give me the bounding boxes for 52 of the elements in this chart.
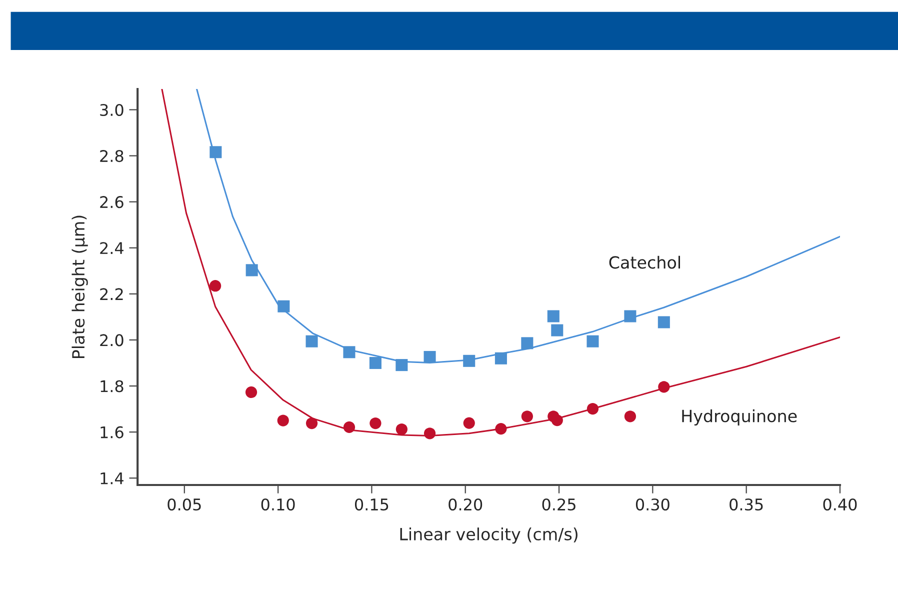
point bbox=[424, 350, 436, 363]
point bbox=[624, 410, 636, 422]
point bbox=[370, 417, 382, 430]
point bbox=[624, 310, 636, 322]
point bbox=[245, 386, 258, 398]
x-axis-title: Linear velocity (cm/s) bbox=[400, 528, 578, 544]
text: Catechol bbox=[609, 256, 680, 269]
x-tick-label: 0.15 bbox=[354, 498, 388, 511]
point bbox=[658, 316, 670, 328]
point bbox=[658, 381, 670, 393]
point bbox=[369, 356, 382, 369]
y-tick-label: 1.8 bbox=[100, 380, 124, 392]
y-axis-title: Plate height (µm) bbox=[72, 216, 88, 358]
y-tick-label: 2.2 bbox=[100, 288, 123, 300]
x-tick-label: 0.40 bbox=[823, 498, 857, 511]
point bbox=[210, 146, 222, 158]
point bbox=[424, 428, 436, 440]
x-tick-label: 0.20 bbox=[448, 498, 482, 511]
point bbox=[396, 359, 408, 372]
x-tick-label: 0.05 bbox=[168, 498, 201, 511]
point bbox=[495, 423, 507, 435]
x-tick-label: 0.25 bbox=[542, 498, 576, 511]
y-tick-label: 1.4 bbox=[100, 472, 124, 484]
point bbox=[463, 417, 475, 429]
point bbox=[277, 414, 289, 426]
point bbox=[521, 410, 533, 422]
point bbox=[209, 280, 222, 292]
point bbox=[494, 352, 507, 364]
y-tick-label: 3.0 bbox=[100, 104, 124, 116]
y-tick-label: 2.4 bbox=[100, 242, 124, 254]
point bbox=[586, 402, 599, 415]
y-tick-label: 2.0 bbox=[100, 334, 124, 346]
x-tick-label: 0.10 bbox=[261, 498, 295, 511]
point bbox=[396, 423, 408, 436]
series-label: Hydroquinone bbox=[682, 409, 797, 426]
y-tick-label: 2.8 bbox=[100, 150, 124, 162]
point bbox=[586, 335, 599, 348]
point bbox=[551, 324, 564, 336]
point bbox=[246, 264, 258, 276]
x-tick-label: 0.30 bbox=[636, 498, 670, 511]
point bbox=[343, 346, 356, 358]
point bbox=[547, 310, 560, 322]
point bbox=[551, 414, 563, 426]
point bbox=[521, 337, 534, 350]
y-tick-label: 2.6 bbox=[100, 196, 124, 208]
x-tick-label: 0.35 bbox=[730, 498, 763, 511]
point bbox=[278, 300, 290, 312]
point bbox=[343, 421, 356, 434]
point bbox=[306, 417, 318, 430]
y-tick-label: 1.6 bbox=[100, 426, 124, 438]
point bbox=[463, 354, 476, 367]
point bbox=[306, 335, 318, 348]
